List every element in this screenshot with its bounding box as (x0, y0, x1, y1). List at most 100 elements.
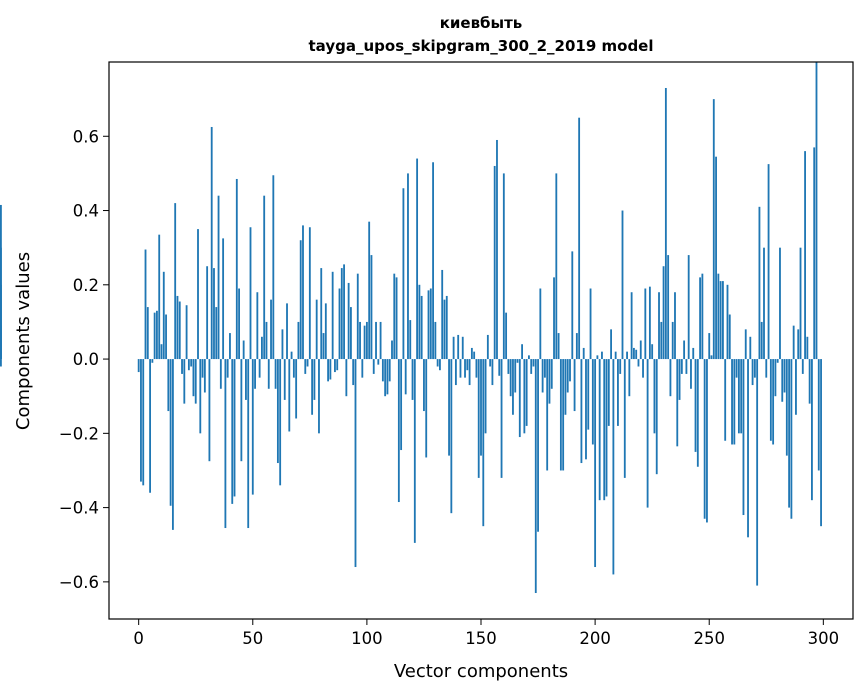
bar-129 (432, 162, 434, 360)
bar-109 (386, 359, 389, 395)
bar-66 (288, 359, 291, 432)
bar-103 (372, 359, 375, 374)
bar-217 (633, 347, 635, 360)
bar-252 (712, 99, 715, 360)
bar-78 (315, 299, 318, 360)
bar-14 (169, 359, 172, 506)
bar-149 (477, 359, 480, 478)
bar-227 (655, 359, 658, 475)
bar-155 (491, 359, 494, 386)
bar-43 (235, 178, 238, 360)
bar-124 (420, 295, 423, 360)
bar-45 (240, 359, 243, 462)
bar-229 (660, 321, 663, 360)
bar-118 (407, 173, 409, 360)
bar-96 (356, 273, 359, 360)
bar-60 (274, 359, 277, 389)
bar-91 (345, 359, 348, 397)
bar-141 (459, 359, 462, 378)
bar-179 (546, 359, 549, 471)
bar-272 (758, 206, 761, 360)
bar-131 (436, 359, 439, 367)
bar-172 (530, 359, 533, 374)
bar-228 (658, 292, 660, 360)
bar-221 (642, 359, 644, 378)
bar-85 (331, 271, 334, 360)
bar-143 (464, 359, 466, 378)
bar-17 (176, 295, 179, 360)
bar-224 (648, 286, 651, 360)
bar-47 (245, 359, 247, 400)
bar-146 (470, 347, 473, 360)
bar-209 (614, 351, 617, 360)
bar-37 (222, 238, 225, 360)
bar-222 (644, 288, 647, 360)
bar-282 (781, 359, 784, 402)
bar-145 (468, 359, 471, 386)
bar-231 (664, 87, 667, 360)
bar-164 (512, 359, 514, 415)
bar-250 (708, 333, 711, 360)
bar-299 (820, 359, 822, 527)
bar-269 (751, 359, 754, 386)
bar-50 (251, 359, 254, 495)
bar-211 (619, 359, 622, 374)
bar-140 (457, 334, 460, 360)
bar-192 (575, 333, 578, 360)
bar-247 (701, 273, 704, 360)
bar-38 (224, 359, 227, 529)
bar-61 (276, 359, 279, 464)
bar-212 (621, 210, 624, 360)
bar-102 (370, 255, 373, 360)
bar-271 (756, 359, 759, 586)
bar-160 (502, 173, 505, 360)
bar-168 (521, 344, 523, 360)
bar-262 (735, 359, 738, 378)
x-axis: 0 50 100 150 200 250 300 (133, 619, 839, 648)
bar-49 (249, 227, 252, 360)
bar-54 (261, 336, 263, 360)
bar-196 (585, 359, 587, 460)
bar-6 (151, 359, 154, 363)
bar-279 (774, 359, 777, 397)
bar-73 (304, 359, 307, 374)
bar-175 (537, 359, 539, 532)
bar-41 (231, 359, 234, 504)
bar-undefined (0, 359, 2, 367)
bar-234 (671, 321, 674, 360)
bar-233 (669, 359, 672, 397)
bar-291 (801, 359, 804, 374)
bar-42 (233, 359, 236, 497)
bar-174 (534, 359, 537, 594)
bar-59 (272, 175, 275, 360)
bar-257 (724, 359, 727, 441)
bar-158 (498, 359, 501, 376)
bar-249 (706, 359, 708, 523)
bar-56 (265, 321, 268, 360)
bar-237 (678, 359, 681, 400)
bar-253 (715, 156, 717, 360)
bar-156 (493, 165, 496, 360)
bar-267 (747, 359, 749, 538)
bar-213 (623, 359, 626, 478)
y-tick-label: −0.6 (59, 573, 99, 592)
bar-10 (160, 344, 163, 360)
bar-150 (480, 359, 482, 456)
bar-116 (402, 188, 405, 360)
bar-288 (795, 359, 797, 415)
y-tick-label: 0.2 (73, 276, 99, 295)
chart-title: киевбыть (440, 14, 523, 32)
bar-111 (391, 340, 393, 360)
x-tick-label: 250 (693, 629, 725, 648)
bar-223 (646, 359, 649, 508)
bar-136 (448, 359, 450, 456)
bar-191 (573, 359, 576, 412)
bar-130 (434, 321, 437, 360)
bar-190 (571, 251, 574, 360)
bar-163 (509, 359, 512, 397)
bar-95 (354, 359, 357, 568)
bar-248 (703, 359, 706, 519)
bar-26 (197, 229, 199, 360)
bar-39 (226, 359, 229, 378)
bar-171 (528, 355, 530, 360)
